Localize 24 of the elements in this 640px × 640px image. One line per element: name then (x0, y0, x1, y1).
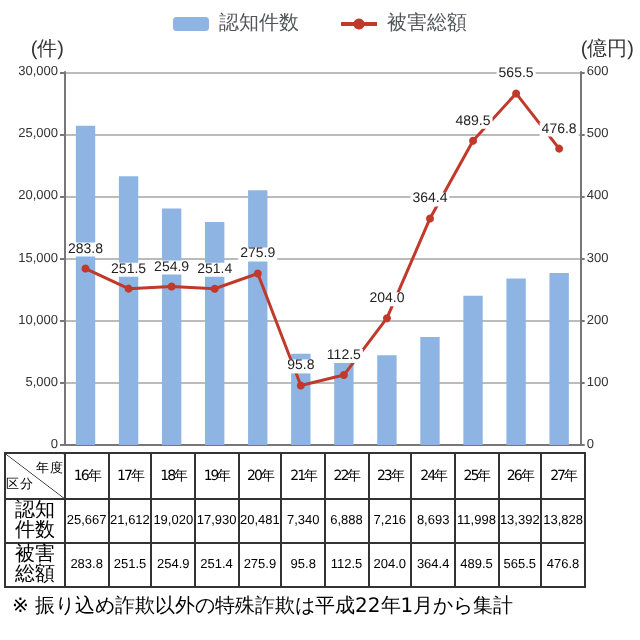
point (167, 282, 176, 291)
bar (506, 278, 526, 445)
text: 被害総額 (15, 543, 55, 585)
y-axis-title: (件) (30, 39, 64, 61)
bar (463, 295, 483, 445)
point (210, 284, 219, 293)
point (555, 144, 564, 153)
legend-label: 認知件数 (219, 11, 299, 35)
point (253, 269, 262, 278)
point (339, 371, 348, 380)
bar (377, 355, 397, 445)
point (512, 89, 521, 98)
point (124, 284, 133, 293)
text: 認知件数 (15, 499, 55, 541)
point (296, 381, 305, 390)
y2-axis-title: (億円) (580, 37, 635, 61)
point (81, 264, 90, 273)
bar (420, 336, 440, 445)
point (382, 314, 391, 323)
point (469, 136, 478, 145)
legend-label: 被害総額 (387, 11, 467, 35)
bar (549, 273, 569, 445)
text: ※ 振り込め詐欺以外の特殊詐欺は平成22年1月から集計 (12, 593, 514, 620)
point (425, 214, 434, 223)
